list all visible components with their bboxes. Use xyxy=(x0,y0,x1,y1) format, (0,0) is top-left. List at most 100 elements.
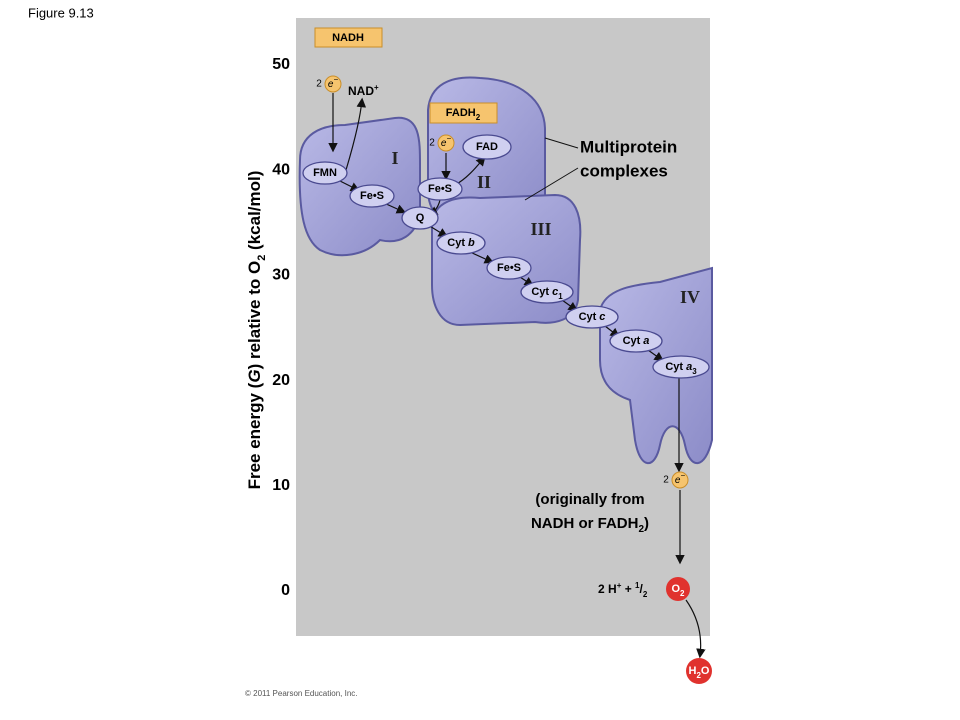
reaction: 2 H+ + 1/2 xyxy=(598,581,648,599)
callout-line xyxy=(524,167,579,201)
r: 1 xyxy=(635,581,640,590)
electron-charge: − xyxy=(680,471,685,480)
y-tick-label: 40 xyxy=(272,161,290,178)
carrier xyxy=(462,134,512,160)
y-tick-label: 0 xyxy=(281,582,290,599)
carrier xyxy=(565,305,619,329)
y-tick-label: 20 xyxy=(272,372,290,389)
o2-text: O xyxy=(671,583,680,595)
electron-charge: − xyxy=(333,75,338,84)
carrier-text: Cyt xyxy=(579,311,597,323)
fadh2-box xyxy=(429,102,498,124)
electron-circle xyxy=(671,471,689,489)
y-label: G xyxy=(245,369,264,382)
h2o-circle xyxy=(686,658,712,684)
o2-sub: 2 xyxy=(680,589,685,598)
nadh-label: NADH xyxy=(332,32,364,44)
electron-symbol: e xyxy=(675,475,681,486)
callout: Multiprotein xyxy=(580,137,677,156)
complex-label: I xyxy=(391,148,398,168)
y-axis-label: Free energy (G) relative to O2 (kcal/mol… xyxy=(245,171,267,490)
y-label: ) relative to O xyxy=(245,261,264,370)
electron-charge: − xyxy=(446,134,451,143)
electrons: 2 e−2 e−2 e− xyxy=(316,75,689,489)
carrier-sub: 1 xyxy=(558,292,563,301)
callout-line xyxy=(544,137,579,149)
carrier-text: Cyt xyxy=(665,361,683,373)
r: + xyxy=(617,581,622,590)
nad-sup: + xyxy=(374,83,379,92)
carrier-label: FMN xyxy=(313,167,337,179)
h2o-text: H xyxy=(689,665,697,677)
carrier-italic: c xyxy=(552,286,558,298)
carrier-text: Fe•S xyxy=(497,262,521,274)
complex-label: II xyxy=(477,172,491,192)
carrier xyxy=(436,231,486,255)
carrier xyxy=(401,206,439,230)
h2o: H2O xyxy=(689,665,710,680)
carrier-label: Cyt c xyxy=(579,311,606,323)
r: + xyxy=(621,582,635,596)
note-end: ) xyxy=(644,515,649,532)
carrier-italic: a xyxy=(686,361,692,373)
h2o-sub: 2 xyxy=(696,671,701,680)
complex-label: IV xyxy=(680,287,700,307)
note: NADH or FADH2) xyxy=(531,515,649,535)
carrier-text: FMN xyxy=(313,167,337,179)
y-label: 2 xyxy=(256,255,268,261)
carrier-text: Cyt xyxy=(531,286,549,298)
electron: e− xyxy=(441,134,452,149)
carrier-text: Fe•S xyxy=(428,183,452,195)
carrier xyxy=(652,355,710,379)
copyright: © 2011 Pearson Education, Inc. xyxy=(245,689,357,698)
electron-count: 2 xyxy=(663,475,669,486)
electron-count: 2 xyxy=(316,79,322,90)
note-text: NADH or FADH xyxy=(531,515,639,532)
carrier-label: Cyt b xyxy=(447,237,475,249)
electron: e− xyxy=(328,75,339,90)
carrier-label: Q xyxy=(416,212,425,224)
y-tick-label: 50 xyxy=(272,56,290,73)
fadh2-sub: 2 xyxy=(476,113,481,122)
y-tick-label: 10 xyxy=(272,477,290,494)
r: / xyxy=(640,582,644,596)
y-tick-label: 30 xyxy=(272,267,290,284)
carrier-label: Cyt c1 xyxy=(531,286,563,301)
o2: O2 xyxy=(671,583,685,598)
y-label: Free energy ( xyxy=(245,382,264,489)
electron-symbol: e xyxy=(441,138,447,149)
electron-circle xyxy=(437,134,455,152)
nad-text: NAD xyxy=(348,84,374,98)
o2-circle xyxy=(666,577,690,601)
carrier-label: Fe•S xyxy=(428,183,452,195)
figure-label: Figure 9.13 xyxy=(28,5,94,20)
carrier-label: Fe•S xyxy=(360,190,384,202)
electron-count: 2 xyxy=(429,138,435,149)
y-axis: 50 40 30 20 10 0 xyxy=(272,56,290,599)
carrier xyxy=(417,177,463,201)
carrier xyxy=(302,161,348,185)
electron-symbol: e xyxy=(328,79,334,90)
fadh2-label: FADH2 xyxy=(446,107,481,122)
carrier-italic: c xyxy=(599,311,605,323)
carrier xyxy=(609,329,663,353)
electron-circle xyxy=(324,75,342,93)
carrier-text: Fe•S xyxy=(360,190,384,202)
r: 2 xyxy=(643,590,648,599)
fad-label: FAD xyxy=(476,141,498,153)
electron: e− xyxy=(675,471,686,486)
note-sub: 2 xyxy=(638,524,644,535)
complex-label: III xyxy=(530,219,551,239)
r: 2 H xyxy=(598,582,617,596)
note: (originally from xyxy=(535,491,644,508)
carrier xyxy=(349,184,395,208)
y-label: (kcal/mol) xyxy=(245,171,264,255)
carrier-label: Cyt a3 xyxy=(665,361,697,376)
h2o-rest: O xyxy=(701,665,710,677)
callout: complexes xyxy=(580,161,668,180)
nad-label: NAD+ xyxy=(348,83,379,99)
carrier-text: Cyt xyxy=(447,237,465,249)
fadh2-text: FADH xyxy=(446,107,476,119)
